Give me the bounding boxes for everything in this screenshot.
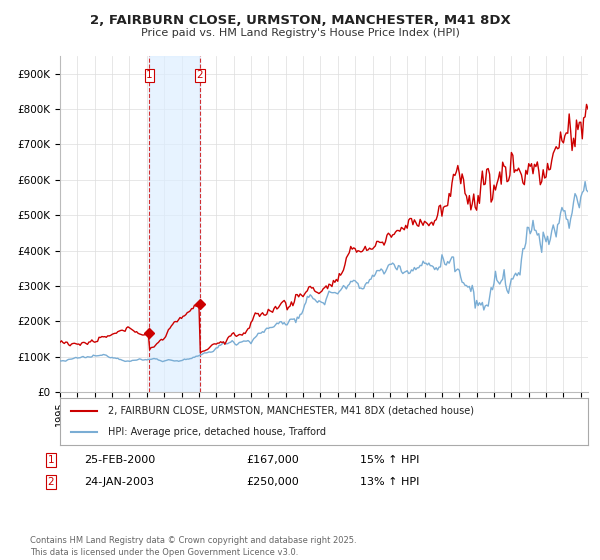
Text: 13% ↑ HPI: 13% ↑ HPI bbox=[360, 477, 419, 487]
Text: 2: 2 bbox=[47, 477, 55, 487]
Text: Price paid vs. HM Land Registry's House Price Index (HPI): Price paid vs. HM Land Registry's House … bbox=[140, 28, 460, 38]
Text: 25-FEB-2000: 25-FEB-2000 bbox=[84, 455, 155, 465]
Bar bbox=[149, 56, 200, 392]
Text: HPI: Average price, detached house, Trafford: HPI: Average price, detached house, Traf… bbox=[107, 427, 326, 437]
Text: £167,000: £167,000 bbox=[246, 455, 299, 465]
Text: 2, FAIRBURN CLOSE, URMSTON, MANCHESTER, M41 8DX (detached house): 2, FAIRBURN CLOSE, URMSTON, MANCHESTER, … bbox=[107, 406, 473, 416]
Text: 2: 2 bbox=[197, 70, 203, 80]
Text: 15% ↑ HPI: 15% ↑ HPI bbox=[360, 455, 419, 465]
Text: 2, FAIRBURN CLOSE, URMSTON, MANCHESTER, M41 8DX: 2, FAIRBURN CLOSE, URMSTON, MANCHESTER, … bbox=[89, 14, 511, 27]
Text: £250,000: £250,000 bbox=[246, 477, 299, 487]
Text: Contains HM Land Registry data © Crown copyright and database right 2025.
This d: Contains HM Land Registry data © Crown c… bbox=[30, 536, 356, 557]
Text: 1: 1 bbox=[146, 70, 153, 80]
Text: 24-JAN-2003: 24-JAN-2003 bbox=[84, 477, 154, 487]
Text: 1: 1 bbox=[47, 455, 55, 465]
